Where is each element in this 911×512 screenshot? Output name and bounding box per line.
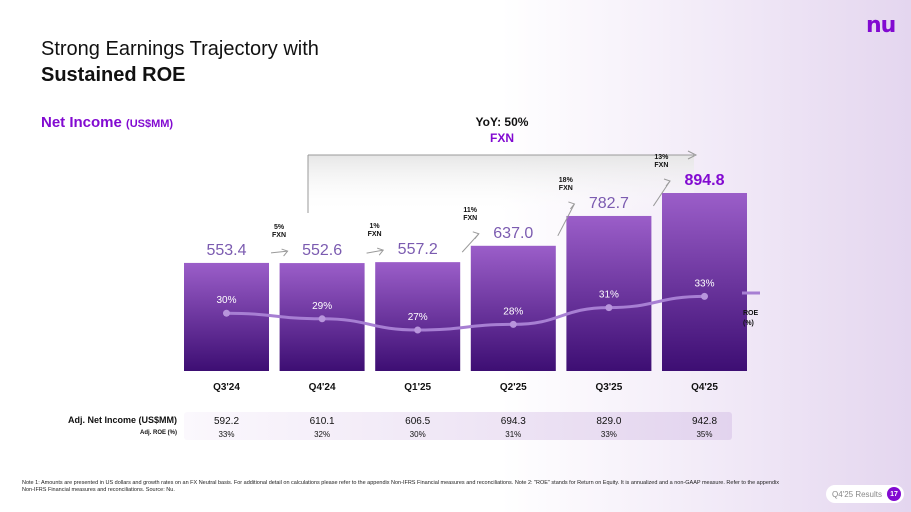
adjusted-table-band bbox=[184, 412, 732, 440]
chart-subtitle: Net Income (US$MM) bbox=[41, 114, 173, 131]
yoy-shade bbox=[308, 155, 694, 213]
growth-arrow-head-4 bbox=[663, 178, 671, 187]
roe-legend-label: ROE (%) bbox=[743, 309, 758, 329]
adj-net-income-cell: 942.8 bbox=[691, 416, 718, 427]
adj-net-income-cell: 694.3 bbox=[500, 416, 526, 427]
roe-point-2 bbox=[414, 326, 422, 334]
adj-roe-cell: 33% bbox=[218, 430, 235, 439]
bar-value-label-3: 637.0 bbox=[493, 225, 533, 242]
bar-2 bbox=[375, 262, 461, 371]
roe-point-4 bbox=[605, 304, 613, 312]
bar-3 bbox=[470, 245, 556, 371]
bar-4 bbox=[566, 215, 652, 371]
growth-basis-4: FXN bbox=[654, 162, 668, 169]
bar-value-label-2: 557.2 bbox=[398, 241, 438, 258]
roe-legend-line1: ROE bbox=[743, 310, 759, 317]
bar-5 bbox=[662, 193, 747, 371]
growth-basis-1: FXN bbox=[368, 231, 382, 238]
roe-label-4: 31% bbox=[599, 290, 619, 301]
bar-value-label-1: 552.6 bbox=[302, 242, 342, 259]
growth-arrow-1 bbox=[366, 249, 384, 254]
roe-point-0 bbox=[223, 309, 230, 317]
category-label-3: Q2'25 bbox=[500, 382, 527, 393]
bar-value-label-4: 782.7 bbox=[589, 195, 629, 212]
adj-net-income-cell: 829.0 bbox=[596, 416, 622, 427]
roe-label-0: 30% bbox=[216, 295, 236, 306]
adj-net-income-cell: 592.2 bbox=[213, 416, 240, 427]
roe-point-1 bbox=[318, 315, 326, 323]
adj-net-income-label: Adj. Net Income (US$MM) bbox=[67, 415, 177, 425]
adj-roe-cell: 33% bbox=[600, 430, 617, 439]
nu-logo: nu bbox=[866, 13, 896, 38]
adj-roe-cell: 32% bbox=[314, 430, 331, 439]
roe-point-3 bbox=[509, 320, 517, 328]
roe-label-3: 28% bbox=[503, 306, 523, 317]
growth-pct-0: 5% bbox=[274, 224, 285, 231]
yoy-label: YoY: 50% bbox=[475, 115, 529, 129]
slide-title: Strong Earnings Trajectory with Sustaine… bbox=[41, 36, 319, 88]
title-line-2: Sustained ROE bbox=[41, 64, 186, 86]
growth-pct-4: 13% bbox=[654, 154, 669, 161]
bar-value-label-0: 553.4 bbox=[206, 242, 246, 259]
adj-roe-cell: 31% bbox=[505, 430, 522, 439]
page-badge: Q4'25 Results 17 bbox=[826, 485, 904, 503]
section-label: Q4'25 Results bbox=[832, 489, 882, 499]
adj-roe-cell: 35% bbox=[696, 430, 713, 439]
subtitle-text: Net Income bbox=[41, 114, 122, 131]
roe-label-1: 29% bbox=[312, 301, 332, 312]
adj-roe-cell: 30% bbox=[409, 430, 426, 439]
growth-arrow-head-0 bbox=[281, 248, 289, 257]
growth-arrow-head-1 bbox=[377, 247, 385, 256]
footnote: Note 1: Amounts are presented in US doll… bbox=[22, 480, 780, 493]
roe-legend-line2: (%) bbox=[743, 320, 754, 327]
category-label-4: Q3'25 bbox=[595, 382, 622, 393]
growth-basis-2: FXN bbox=[463, 215, 477, 222]
roe-label-2: 27% bbox=[408, 312, 428, 323]
bar-0 bbox=[184, 262, 269, 371]
page-number: 17 bbox=[887, 487, 901, 501]
category-label-1: Q4'24 bbox=[309, 382, 336, 393]
yoy-fxn: FXN bbox=[490, 131, 514, 145]
growth-arrow-3 bbox=[557, 203, 575, 237]
growth-arrow-head-3 bbox=[568, 201, 576, 210]
roe-line bbox=[226, 294, 705, 332]
growth-arrow-0 bbox=[270, 250, 288, 254]
roe-label-5: 33% bbox=[694, 278, 714, 289]
growth-basis-0: FXN bbox=[272, 232, 286, 239]
growth-pct-3: 18% bbox=[559, 177, 574, 184]
yoy-callout: YoY: 50% FXN bbox=[460, 114, 544, 146]
title-line-1: Strong Earnings Trajectory with bbox=[41, 38, 319, 60]
growth-pct-1: 1% bbox=[370, 223, 381, 230]
growth-basis-3: FXN bbox=[559, 185, 573, 192]
category-label-5: Q4'25 bbox=[691, 382, 718, 393]
adj-roe-label: Adj. ROE (%) bbox=[140, 430, 177, 436]
yoy-arrow-head bbox=[687, 150, 698, 160]
subtitle-unit: (US$MM) bbox=[126, 118, 174, 130]
bar-value-label-5: 894.8 bbox=[684, 172, 724, 189]
growth-arrow-head-2 bbox=[472, 231, 480, 240]
adj-net-income-cell: 606.5 bbox=[405, 416, 431, 427]
growth-pct-2: 11% bbox=[463, 207, 477, 214]
category-label-2: Q1'25 bbox=[404, 382, 431, 393]
adj-net-income-cell: 610.1 bbox=[309, 416, 335, 427]
roe-point-5 bbox=[701, 292, 708, 300]
category-label-0: Q3'24 bbox=[213, 382, 240, 393]
